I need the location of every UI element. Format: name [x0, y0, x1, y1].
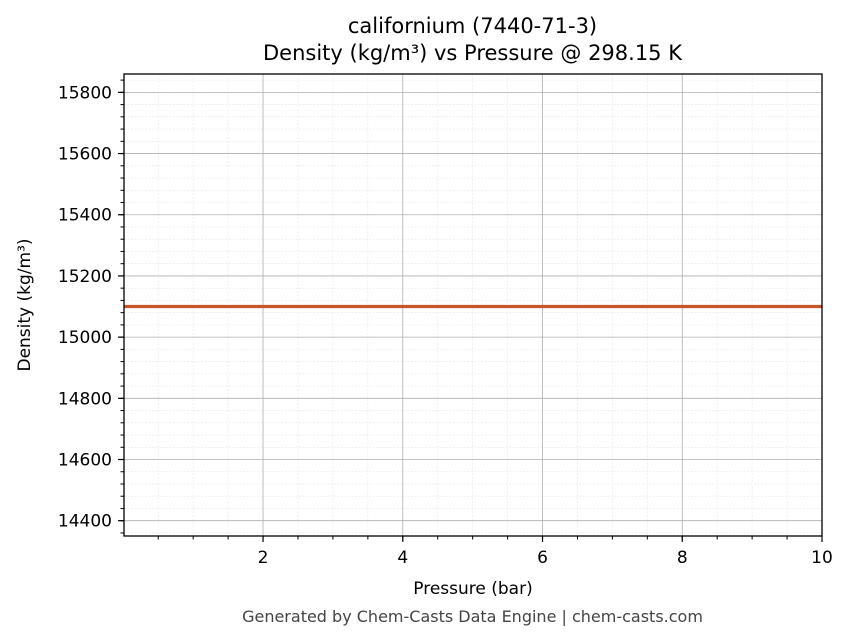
- y-tick-label: 15200: [58, 267, 112, 287]
- y-tick-label: 15800: [58, 83, 112, 103]
- chart-title: californium (7440-71-3): [347, 14, 598, 38]
- y-tick-label: 14800: [58, 389, 112, 409]
- y-tick-label: 14600: [58, 451, 112, 471]
- x-tick-label: 6: [537, 548, 548, 568]
- x-tick-label: 10: [811, 548, 833, 568]
- y-axis-label: Density (kg/m³): [15, 238, 35, 371]
- footer-credit: Generated by Chem-Casts Data Engine | ch…: [242, 607, 703, 626]
- x-tick-label: 8: [677, 548, 688, 568]
- x-tick-label: 4: [397, 548, 408, 568]
- y-tick-label: 14400: [58, 512, 112, 532]
- y-tick-label: 15000: [58, 328, 112, 348]
- y-tick-label: 15400: [58, 206, 112, 226]
- chart-subtitle: Density (kg/m³) vs Pressure @ 298.15 K: [262, 41, 682, 65]
- y-tick-label: 15600: [58, 145, 112, 165]
- axis-ticks: 2 4 6 8 10 14400 14600 14800 15000 15200 15400 1560…: [58, 79, 833, 568]
- x-axis-label: Pressure (bar): [413, 579, 532, 599]
- x-tick-label: 2: [258, 548, 269, 568]
